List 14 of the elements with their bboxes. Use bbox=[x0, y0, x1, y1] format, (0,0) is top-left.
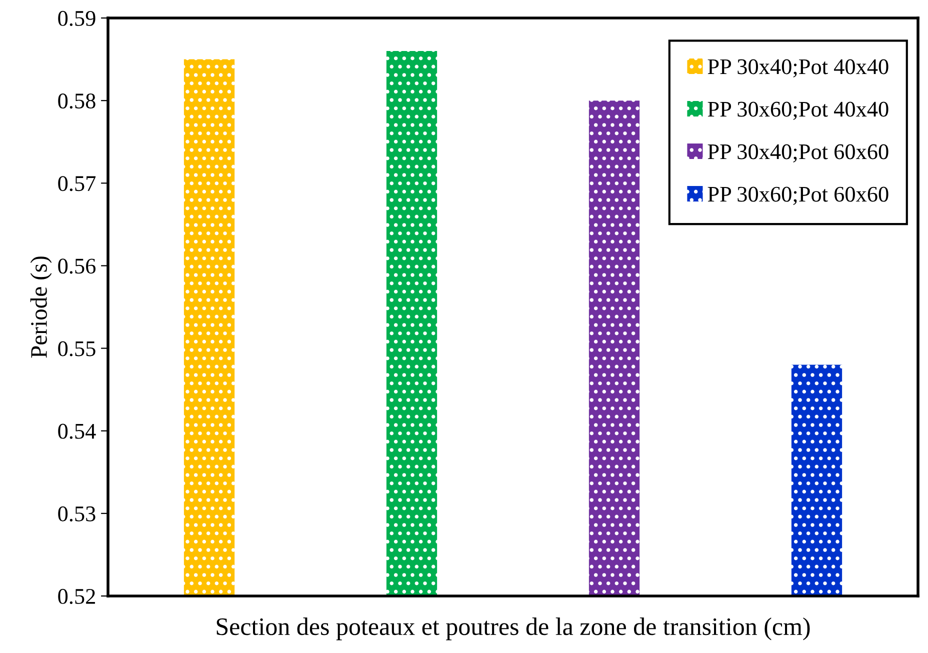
y-tick-label: 0.56 bbox=[58, 258, 96, 274]
y-tick-label: 0.57 bbox=[58, 176, 96, 192]
legend-label: PP 30x40;Pot 60x60 bbox=[708, 144, 888, 162]
legend-label: PP 30x60;Pot 40x40 bbox=[708, 102, 888, 120]
y-tick-label: 0.59 bbox=[58, 10, 96, 26]
y-tick-label: 0.58 bbox=[58, 94, 96, 109]
y-tick-label: 0.55 bbox=[58, 341, 96, 356]
y-tick-label: 0.53 bbox=[58, 506, 96, 522]
x-axis-title: Section des poteaux et poutres de la zone de transition (cm) bbox=[216, 618, 810, 640]
y-axis-title: Periode (s) bbox=[30, 256, 52, 358]
legend-label: PP 30x60;Pot 60x60 bbox=[708, 186, 888, 205]
legend-label: PP 30x40;Pot 40x40 bbox=[708, 59, 888, 78]
y-tick-label: 0.52 bbox=[58, 588, 95, 604]
y-tick-label: 0.54 bbox=[58, 424, 96, 439]
